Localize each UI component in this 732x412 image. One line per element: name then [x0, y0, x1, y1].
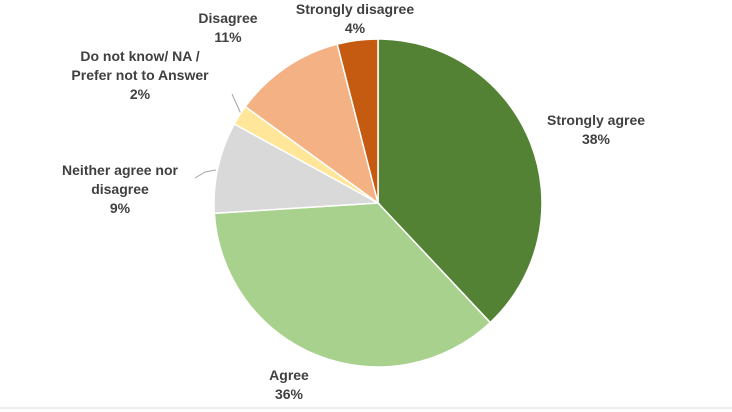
value-label: 36% [274, 386, 304, 402]
slice-label: Strongly agree 38% [516, 111, 676, 149]
pie-slice [336, 38, 379, 204]
category-label: Neither agree nor disagree [62, 162, 178, 197]
slice-label: Do not know/ NA / Prefer not to Answer 2% [60, 47, 220, 104]
value-label: 9% [109, 200, 131, 216]
category-label: Strongly agree [546, 112, 646, 128]
slice-label: Disagree 11% [178, 9, 278, 47]
value-label: 4% [344, 20, 366, 36]
slice-label: Strongly disagree 4% [275, 0, 435, 38]
leader-line [194, 169, 217, 179]
slice-label: Agree 36% [239, 366, 339, 404]
category-label: Disagree [198, 10, 258, 26]
pie-slice [377, 38, 543, 324]
pie-slice [244, 43, 380, 205]
category-label: Do not know/ NA / Prefer not to Answer [71, 48, 209, 83]
value-label: 11% [214, 29, 242, 45]
category-label: Strongly disagree [295, 1, 415, 17]
value-label: 38% [581, 131, 611, 147]
pie-slice [213, 122, 381, 215]
category-label: Agree [269, 367, 309, 383]
slice-label: Neither agree nor disagree 9% [50, 161, 190, 218]
pie-slice [213, 202, 492, 368]
value-label: 2% [129, 86, 151, 102]
